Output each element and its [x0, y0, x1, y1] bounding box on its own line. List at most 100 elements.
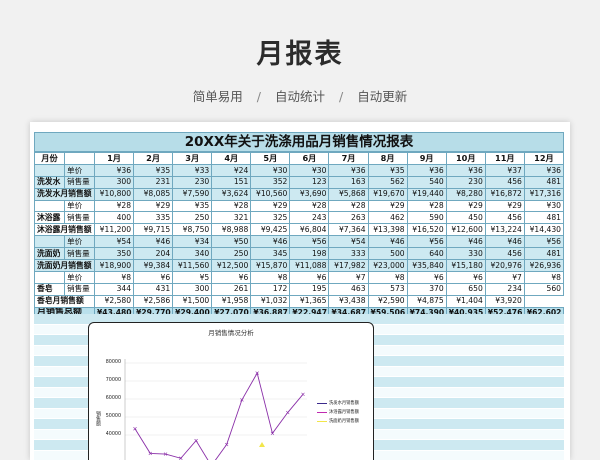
table-cell[interactable]: 344: [93, 282, 135, 296]
table-cell[interactable]: 325: [250, 211, 291, 225]
table-cell[interactable]: ¥8: [250, 270, 291, 284]
table-cell[interactable]: ¥54: [93, 235, 135, 249]
table-cell[interactable]: ¥30: [250, 163, 291, 177]
table-cell[interactable]: 300: [93, 175, 135, 189]
table-cell[interactable]: 沐浴露: [34, 211, 65, 225]
table-cell[interactable]: 123: [289, 175, 330, 189]
table-cell[interactable]: 230: [172, 175, 213, 189]
table-cell[interactable]: ¥50: [211, 235, 252, 249]
table-cell[interactable]: 香皂: [34, 282, 65, 296]
table-cell[interactable]: 650: [445, 282, 486, 296]
table-cell[interactable]: ¥5,868: [328, 187, 369, 201]
table-cell[interactable]: ¥3,438: [328, 294, 369, 308]
table-cell[interactable]: 9月: [406, 152, 447, 165]
table-cell[interactable]: ¥6: [445, 270, 486, 284]
table-cell[interactable]: ¥36: [93, 163, 135, 177]
table-cell[interactable]: 250: [172, 211, 213, 225]
table-cell[interactable]: 195: [289, 282, 330, 296]
table-cell[interactable]: ¥9,425: [250, 223, 291, 237]
table-cell[interactable]: ¥34: [172, 235, 213, 249]
table-cell[interactable]: 481: [523, 247, 565, 261]
table-cell[interactable]: 340: [172, 247, 213, 261]
table-cell[interactable]: ¥30: [523, 199, 565, 213]
table-cell[interactable]: ¥8,750: [172, 223, 213, 237]
table-cell[interactable]: ¥46: [133, 235, 174, 249]
table-cell[interactable]: 463: [328, 282, 369, 296]
table-cell[interactable]: ¥6: [406, 270, 447, 284]
table-cell[interactable]: 5月: [250, 152, 291, 165]
table-cell[interactable]: 洗发水月销售额: [34, 187, 95, 201]
table-cell[interactable]: ¥29: [445, 199, 486, 213]
table-cell[interactable]: ¥56: [523, 235, 565, 249]
table-cell[interactable]: ¥11,560: [172, 259, 213, 272]
table-cell[interactable]: 450: [445, 211, 486, 225]
table-cell[interactable]: 10月: [445, 152, 486, 165]
table-cell[interactable]: ¥1,032: [250, 294, 291, 308]
table-cell[interactable]: 163: [328, 175, 369, 189]
table-cell[interactable]: 560: [523, 282, 565, 296]
table-cell[interactable]: 151: [211, 175, 252, 189]
table-cell[interactable]: 4月: [211, 152, 252, 165]
table-cell[interactable]: 洗面奶: [34, 247, 65, 261]
table-cell[interactable]: 352: [250, 175, 291, 189]
table-cell[interactable]: ¥33: [172, 163, 213, 177]
table-cell[interactable]: ¥28: [328, 199, 369, 213]
table-cell[interactable]: 350: [93, 247, 135, 261]
table-cell[interactable]: 洗面奶月销售额: [34, 259, 95, 272]
table-cell[interactable]: 540: [406, 175, 447, 189]
table-cell[interactable]: 321: [211, 211, 252, 225]
table-cell[interactable]: ¥7,364: [328, 223, 369, 237]
table-cell[interactable]: 431: [133, 282, 174, 296]
table-cell[interactable]: ¥7: [328, 270, 369, 284]
table-cell[interactable]: 261: [211, 282, 252, 296]
table-cell[interactable]: 198: [289, 247, 330, 261]
table-cell[interactable]: 单价: [64, 235, 95, 249]
table-cell[interactable]: ¥1,365: [289, 294, 330, 308]
table-cell[interactable]: 500: [367, 247, 408, 261]
table-cell[interactable]: ¥46: [445, 235, 486, 249]
table-cell[interactable]: [34, 235, 65, 249]
table-cell[interactable]: [34, 163, 65, 177]
table-cell[interactable]: ¥2,580: [93, 294, 135, 308]
table-cell[interactable]: ¥15,870: [250, 259, 291, 272]
table-cell[interactable]: 481: [523, 211, 565, 225]
table-cell[interactable]: ¥35: [172, 199, 213, 213]
table-cell[interactable]: ¥10,800: [93, 187, 135, 201]
table-cell[interactable]: ¥8: [93, 270, 135, 284]
table-cell[interactable]: ¥46: [484, 235, 525, 249]
table-cell[interactable]: 456: [484, 175, 525, 189]
table-cell[interactable]: ¥1,958: [211, 294, 252, 308]
table-cell[interactable]: ¥2,590: [367, 294, 408, 308]
table-cell[interactable]: ¥29: [367, 199, 408, 213]
table-cell[interactable]: 销售量: [64, 211, 95, 225]
table-cell[interactable]: ¥12,600: [445, 223, 486, 237]
table-cell[interactable]: 231: [133, 175, 174, 189]
table-cell[interactable]: 370: [406, 282, 447, 296]
table-cell[interactable]: ¥4,875: [406, 294, 447, 308]
table-cell[interactable]: 11月: [484, 152, 525, 165]
table-cell[interactable]: 单价: [64, 199, 95, 213]
table-cell[interactable]: 单价: [64, 270, 95, 284]
table-cell[interactable]: 234: [484, 282, 525, 296]
table-cell[interactable]: ¥10,560: [250, 187, 291, 201]
table-cell[interactable]: 月份: [34, 152, 65, 165]
table-cell[interactable]: ¥8: [523, 270, 565, 284]
table-cell[interactable]: ¥26,936: [523, 259, 565, 272]
table-cell[interactable]: ¥3,624: [211, 187, 252, 201]
table-cell[interactable]: 12月: [523, 152, 565, 165]
table-cell[interactable]: 沐浴露月销售额: [34, 223, 95, 237]
table-cell[interactable]: ¥14,430: [523, 223, 565, 237]
table-cell[interactable]: ¥6: [289, 270, 330, 284]
table-cell[interactable]: ¥5: [172, 270, 213, 284]
table-cell[interactable]: ¥29: [133, 199, 174, 213]
table-cell[interactable]: ¥20,976: [484, 259, 525, 272]
table-cell[interactable]: ¥8,988: [211, 223, 252, 237]
table-cell[interactable]: ¥3,690: [289, 187, 330, 201]
table-cell[interactable]: ¥13,224: [484, 223, 525, 237]
table-cell[interactable]: 销售量: [64, 175, 95, 189]
table-cell[interactable]: ¥46: [250, 235, 291, 249]
table-cell[interactable]: 335: [133, 211, 174, 225]
table-cell[interactable]: ¥9,384: [133, 259, 174, 272]
table-cell[interactable]: ¥18,900: [93, 259, 135, 272]
table-cell[interactable]: ¥8,280: [445, 187, 486, 201]
